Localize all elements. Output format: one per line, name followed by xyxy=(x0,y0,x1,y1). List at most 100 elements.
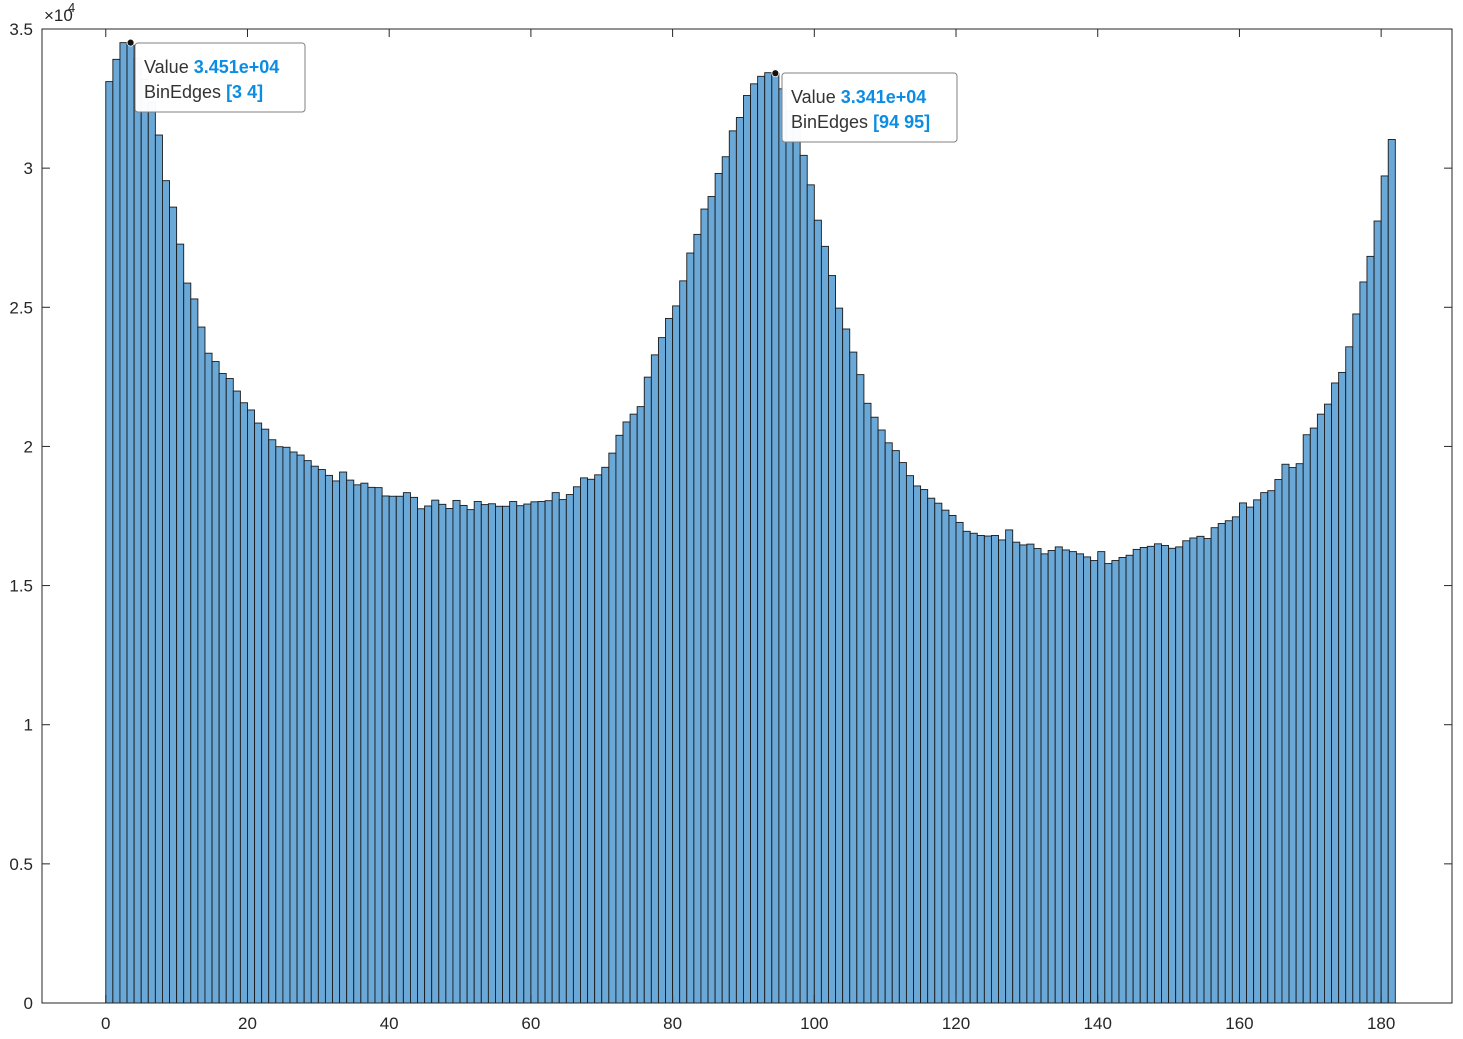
histogram-bar[interactable] xyxy=(431,499,440,1004)
histogram-bar[interactable] xyxy=(119,42,128,1004)
histogram-bar[interactable] xyxy=(757,75,766,1004)
histogram-bar[interactable] xyxy=(799,154,808,1004)
histogram-bar[interactable] xyxy=(806,184,815,1004)
datatip[interactable]: Value 3.451e+04 BinEdges [3 4] xyxy=(126,38,306,113)
histogram-bar[interactable] xyxy=(820,245,829,1004)
histogram-bar[interactable] xyxy=(190,298,199,1004)
histogram-bar[interactable] xyxy=(324,474,333,1004)
histogram-bar[interactable] xyxy=(1246,506,1255,1004)
histogram-bar[interactable] xyxy=(339,471,348,1004)
histogram-bar[interactable] xyxy=(990,535,999,1004)
histogram-bar[interactable] xyxy=(169,206,178,1004)
histogram-bar[interactable] xyxy=(983,535,992,1004)
histogram-bar[interactable] xyxy=(1338,371,1347,1004)
histogram-bar[interactable] xyxy=(587,478,596,1004)
histogram-bar[interactable] xyxy=(310,465,319,1004)
histogram-bar[interactable] xyxy=(1380,175,1389,1004)
histogram-bar[interactable] xyxy=(1373,220,1382,1004)
histogram-bar[interactable] xyxy=(1316,413,1325,1004)
histogram-bar[interactable] xyxy=(1019,544,1028,1004)
histogram-bar[interactable] xyxy=(941,509,950,1004)
histogram-bar[interactable] xyxy=(1238,502,1247,1004)
histogram-bar[interactable] xyxy=(884,442,893,1004)
histogram-bar[interactable] xyxy=(622,421,631,1004)
histogram-bar[interactable] xyxy=(1139,546,1148,1004)
histogram-bar[interactable] xyxy=(147,101,156,1004)
histogram-bar[interactable] xyxy=(438,503,447,1004)
histogram-bar[interactable] xyxy=(693,233,702,1004)
histogram-bar[interactable] xyxy=(998,539,1007,1004)
histogram-bar[interactable] xyxy=(346,479,355,1004)
histogram-bar[interactable] xyxy=(594,474,603,1004)
histogram-bar[interactable] xyxy=(877,429,886,1004)
histogram-bar[interactable] xyxy=(842,328,851,1004)
histogram-bar[interactable] xyxy=(317,469,326,1004)
histogram-bar[interactable] xyxy=(1033,548,1042,1004)
histogram-bar[interactable] xyxy=(1352,313,1361,1004)
histogram-bar[interactable] xyxy=(1295,463,1304,1004)
histogram-bar[interactable] xyxy=(1132,548,1141,1004)
histogram-bar[interactable] xyxy=(1224,520,1233,1004)
histogram-bar[interactable] xyxy=(239,402,248,1004)
histogram-bar[interactable] xyxy=(672,305,681,1004)
histogram-bar[interactable] xyxy=(1359,281,1368,1004)
histogram-bar[interactable] xyxy=(1387,139,1396,1004)
histogram-bar[interactable] xyxy=(601,466,610,1004)
histogram-bar[interactable] xyxy=(785,110,794,1004)
histogram-bar[interactable] xyxy=(686,252,695,1004)
histogram-bar[interactable] xyxy=(367,486,376,1004)
histogram-bar[interactable] xyxy=(1189,537,1198,1004)
histogram-bar[interactable] xyxy=(254,422,263,1004)
histogram-bar[interactable] xyxy=(1146,545,1155,1004)
histogram-bar[interactable] xyxy=(679,280,688,1004)
histogram-bar[interactable] xyxy=(948,514,957,1004)
histogram-bar[interactable] xyxy=(183,282,192,1004)
histogram-bar[interactable] xyxy=(247,409,256,1004)
histogram-bar[interactable] xyxy=(1210,527,1219,1004)
histogram-bar[interactable] xyxy=(657,337,666,1004)
histogram-bar[interactable] xyxy=(424,505,433,1004)
histogram-bar[interactable] xyxy=(1090,560,1099,1004)
histogram-bar[interactable] xyxy=(1331,382,1340,1004)
histogram-bar[interactable] xyxy=(275,446,284,1004)
histogram-bar[interactable] xyxy=(1076,553,1085,1004)
histogram-bar[interactable] xyxy=(1253,499,1262,1004)
histogram-bar[interactable] xyxy=(615,434,624,1004)
histogram-bar[interactable] xyxy=(1125,554,1134,1004)
histogram-bar[interactable] xyxy=(374,487,383,1004)
histogram-bar[interactable] xyxy=(502,505,511,1004)
histogram-bar[interactable] xyxy=(218,373,227,1004)
histogram-bar[interactable] xyxy=(913,485,922,1004)
histogram-bar[interactable] xyxy=(459,504,468,1004)
histogram-bar[interactable] xyxy=(1168,547,1177,1004)
histogram-bar[interactable] xyxy=(1012,541,1021,1004)
histogram-bar[interactable] xyxy=(700,208,709,1004)
histogram-bar[interactable] xyxy=(1345,346,1354,1004)
histogram-bar[interactable] xyxy=(495,505,504,1004)
histogram-bar[interactable] xyxy=(828,275,837,1004)
histogram-bar[interactable] xyxy=(409,496,418,1004)
histogram-bar[interactable] xyxy=(452,499,461,1004)
histogram-bar[interactable] xyxy=(225,378,234,1004)
histogram-bar[interactable] xyxy=(863,402,872,1004)
histogram-bar[interactable] xyxy=(778,88,787,1004)
histogram-bar[interactable] xyxy=(332,480,341,1004)
histogram-bar[interactable] xyxy=(927,497,936,1004)
histogram-bar[interactable] xyxy=(282,446,291,1004)
histogram-bar[interactable] xyxy=(735,117,744,1004)
histogram-bar[interactable] xyxy=(232,390,241,1004)
histogram-bar[interactable] xyxy=(162,180,170,1004)
histogram-bar[interactable] xyxy=(608,452,617,1004)
histogram-bar[interactable] xyxy=(381,495,390,1004)
histogram-bar[interactable] xyxy=(962,530,971,1004)
histogram-bar[interactable] xyxy=(728,130,737,1004)
histogram-bar[interactable] xyxy=(154,134,163,1004)
histogram-bar[interactable] xyxy=(955,521,964,1004)
histogram-bar[interactable] xyxy=(665,317,674,1004)
histogram-bar[interactable] xyxy=(268,439,277,1004)
histogram-bar[interactable] xyxy=(1281,463,1290,1004)
histogram-bar[interactable] xyxy=(1083,556,1092,1004)
histogram-bar[interactable] xyxy=(1366,255,1375,1004)
histogram-bar[interactable] xyxy=(1111,560,1120,1004)
histogram-bar[interactable] xyxy=(898,462,907,1004)
